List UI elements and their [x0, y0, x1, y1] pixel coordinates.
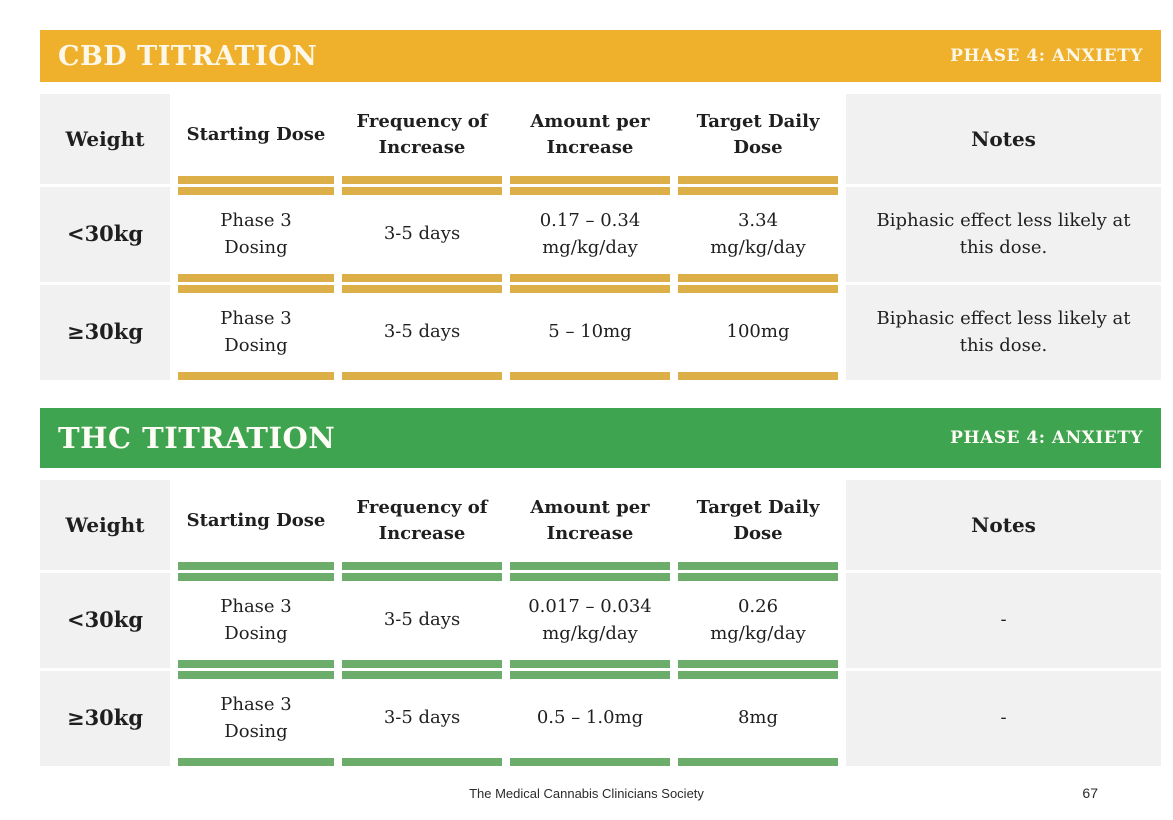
- thc-title-bar: THC TITRATION PHASE 4: ANXIETY: [40, 408, 1161, 468]
- cbd-grid: Weight Starting Dose Frequency of Increa…: [40, 94, 1161, 380]
- cell-amount: 0.5 – 1.0mg: [510, 671, 670, 766]
- cell-target: 0.26 mg/kg/day: [678, 573, 838, 668]
- col-header-notes: Notes: [846, 94, 1161, 184]
- cell-weight: ≥30kg: [40, 285, 170, 380]
- col-header-notes: Notes: [846, 480, 1161, 570]
- col-header-weight: Weight: [40, 94, 170, 184]
- cell-weight: <30kg: [40, 187, 170, 282]
- col-header-amount: Amount per Increase: [510, 94, 670, 184]
- cell-target: 3.34 mg/kg/day: [678, 187, 838, 282]
- cell-frequency: 3-5 days: [342, 285, 502, 380]
- cell-starting-dose: Phase 3 Dosing: [178, 573, 334, 668]
- page-number: 67: [1082, 785, 1098, 801]
- cell-amount: 0.17 – 0.34 mg/kg/day: [510, 187, 670, 282]
- table-title: THC TITRATION: [58, 421, 336, 455]
- cbd-title-bar: CBD TITRATION PHASE 4: ANXIETY: [40, 30, 1161, 82]
- col-header-starting-dose: Starting Dose: [178, 94, 334, 184]
- cell-weight: <30kg: [40, 573, 170, 668]
- cell-weight: ≥30kg: [40, 671, 170, 766]
- col-header-weight: Weight: [40, 480, 170, 570]
- table-title: CBD TITRATION: [58, 40, 318, 72]
- col-header-frequency: Frequency of Increase: [342, 94, 502, 184]
- col-header-target: Target Daily Dose: [678, 480, 838, 570]
- cell-amount: 0.017 – 0.034 mg/kg/day: [510, 573, 670, 668]
- col-header-target: Target Daily Dose: [678, 94, 838, 184]
- cell-amount: 5 – 10mg: [510, 285, 670, 380]
- document-page: CBD TITRATION PHASE 4: ANXIETY Weight St…: [40, 30, 1161, 766]
- cell-target: 100mg: [678, 285, 838, 380]
- cell-notes: Biphasic effect less likely at this dose…: [846, 187, 1161, 282]
- cell-frequency: 3-5 days: [342, 573, 502, 668]
- cbd-titration-table: CBD TITRATION PHASE 4: ANXIETY Weight St…: [40, 30, 1161, 380]
- cell-target: 8mg: [678, 671, 838, 766]
- cell-starting-dose: Phase 3 Dosing: [178, 285, 334, 380]
- col-header-starting-dose: Starting Dose: [178, 480, 334, 570]
- cell-frequency: 3-5 days: [342, 187, 502, 282]
- cell-notes: Biphasic effect less likely at this dose…: [846, 285, 1161, 380]
- col-header-frequency: Frequency of Increase: [342, 480, 502, 570]
- cell-starting-dose: Phase 3 Dosing: [178, 671, 334, 766]
- footer-society-name: The Medical Cannabis Clinicians Society: [469, 786, 704, 801]
- thc-grid: Weight Starting Dose Frequency of Increa…: [40, 480, 1161, 766]
- page-footer: The Medical Cannabis Clinicians Society …: [0, 778, 1173, 812]
- phase-label: PHASE 4: ANXIETY: [950, 46, 1143, 66]
- cell-starting-dose: Phase 3 Dosing: [178, 187, 334, 282]
- cell-notes: -: [846, 671, 1161, 766]
- thc-titration-table: THC TITRATION PHASE 4: ANXIETY Weight St…: [40, 408, 1161, 766]
- phase-label: PHASE 4: ANXIETY: [950, 428, 1143, 448]
- cell-frequency: 3-5 days: [342, 671, 502, 766]
- col-header-amount: Amount per Increase: [510, 480, 670, 570]
- cell-notes: -: [846, 573, 1161, 668]
